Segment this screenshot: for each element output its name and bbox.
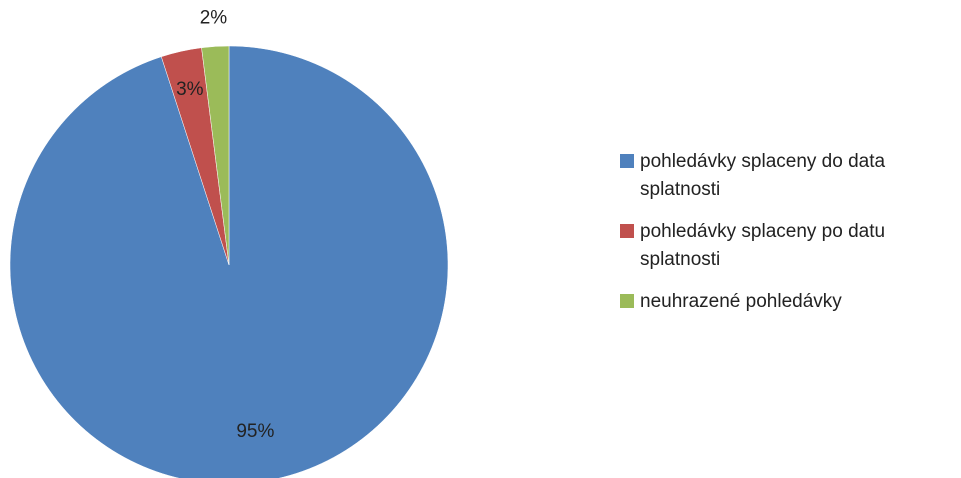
legend: pohledávky splaceny do data splatnosti p…	[620, 148, 955, 330]
legend-swatch-paid-on-time	[620, 154, 634, 168]
legend-item-paid-on-time: pohledávky splaceny do data splatnosti	[620, 148, 955, 204]
legend-item-paid-late: pohledávky splaceny po datu splatnosti	[620, 218, 955, 274]
data-label-unpaid: 2%	[200, 8, 228, 29]
legend-swatch-paid-late	[620, 224, 634, 238]
legend-item-unpaid: neuhrazené pohledávky	[620, 288, 955, 316]
data-label-paid-late: 3%	[176, 79, 204, 100]
legend-label-unpaid: neuhrazené pohledávky	[640, 291, 842, 312]
legend-swatch-unpaid	[620, 294, 634, 308]
legend-label-paid-on-time: pohledávky splaceny do data splatnosti	[640, 151, 886, 200]
pie-slice-unpaid	[201, 45, 230, 266]
data-label-paid-on-time: 95%	[236, 421, 274, 442]
legend-label-paid-late: pohledávky splaceny po datu splatnosti	[640, 221, 886, 270]
